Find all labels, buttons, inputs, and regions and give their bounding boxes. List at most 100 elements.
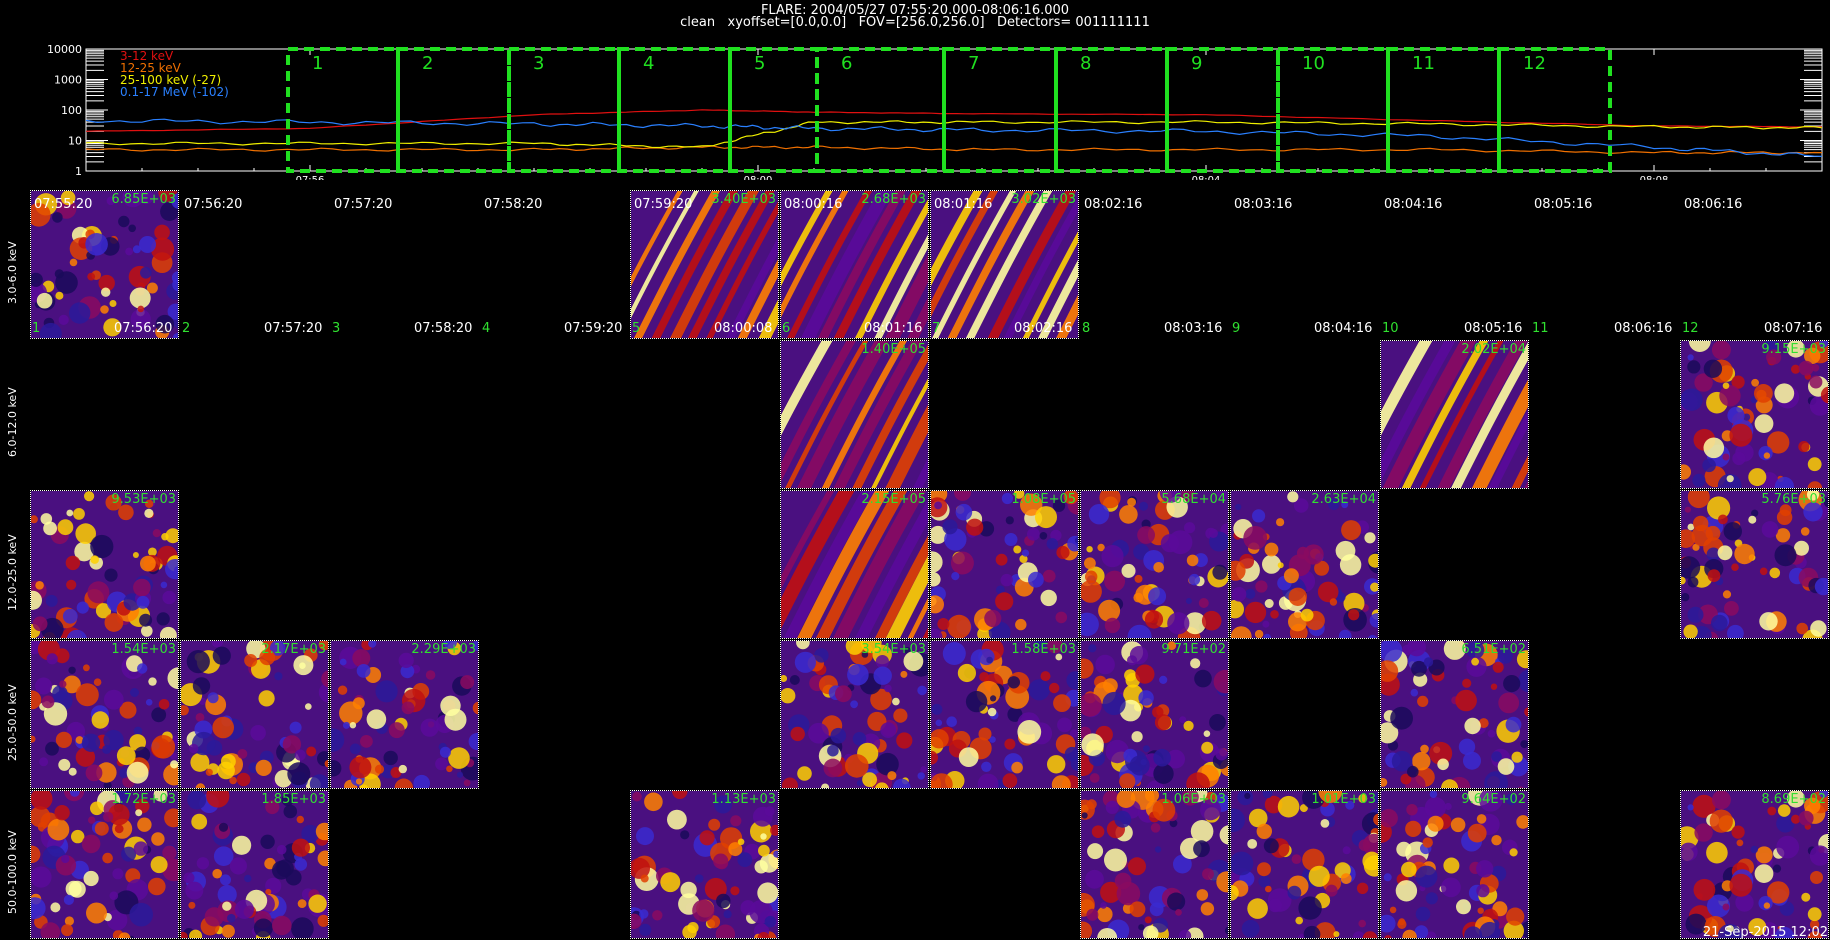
interval-label: 4 (643, 53, 654, 74)
tile-peak-value: 5.68E+04 (1161, 492, 1226, 507)
interval-box (396, 47, 511, 173)
timestamp-stamp: 21-Sep-2015 12:02 (1702, 925, 1828, 940)
image-map (931, 191, 1078, 338)
tile-peak-value: 3.02E+03 (1011, 192, 1076, 207)
tile-interval-number: 2 (182, 321, 191, 336)
image-map (631, 191, 778, 338)
legend-entry: 0.1-17 MeV (-102) (120, 85, 229, 99)
tile-interval-number: 5 (632, 321, 641, 336)
tile-peak-value: 1.58E+03 (1011, 642, 1076, 657)
interval-label: 3 (533, 53, 544, 74)
image-tile: 2.15E+05 (780, 490, 929, 639)
image-tile: 2.68E+03 (780, 190, 929, 339)
lightcurve-series (85, 109, 1823, 132)
energy-row-label: 6.0-12.0 keV (6, 387, 19, 457)
image-map (1681, 791, 1828, 938)
lightcurve-series (85, 118, 1823, 157)
tile-start-time: 07:58:20 (484, 197, 543, 212)
image-tile: 1.08E+05 (930, 490, 1079, 639)
image-map (931, 491, 1078, 638)
image-tile: 8.69E+02 (1680, 790, 1829, 939)
interval-box (728, 47, 819, 173)
y-tick-label: 1000 (54, 74, 82, 87)
tile-peak-value: 2.02E+04 (1461, 342, 1526, 357)
image-tile: 5.76E+03 (1680, 490, 1829, 639)
image-map (31, 641, 178, 788)
tile-interval-number: 7 (932, 321, 941, 336)
tile-peak-value: 1.06E+03 (1161, 792, 1226, 807)
tile-end-time: 08:03:16 (1164, 321, 1223, 336)
image-map (781, 341, 928, 488)
y-tick-label: 10 (68, 135, 82, 148)
image-tile: 3.54E+03 (780, 640, 929, 789)
tile-peak-value: 2.68E+03 (861, 192, 926, 207)
tile-peak-value: 2.15E+05 (861, 492, 926, 507)
tile-interval-number: 11 (1532, 321, 1549, 336)
interval-label: 9 (1191, 53, 1202, 74)
image-map (781, 491, 928, 638)
image-map (1681, 491, 1828, 638)
tile-end-time: 07:57:20 (264, 321, 323, 336)
interval-box (286, 47, 400, 173)
image-tile: 1.72E+03 (30, 790, 179, 939)
tile-peak-value: 2.17E+03 (261, 642, 326, 657)
image-map (181, 641, 328, 788)
image-tile: 9.53E+03 (30, 490, 179, 639)
tile-interval-number: 1 (32, 321, 41, 336)
image-map (31, 491, 178, 638)
tile-interval-number: 3 (332, 321, 341, 336)
tile-start-time: 08:03:16 (1234, 197, 1293, 212)
tile-end-time: 07:58:20 (414, 321, 473, 336)
interval-box (1497, 47, 1612, 173)
interval-box (1054, 47, 1169, 173)
tile-interval-number: 6 (782, 321, 791, 336)
legend-entry: 12-25 keV (120, 61, 182, 75)
tile-end-time: 08:04:16 (1314, 321, 1373, 336)
tile-peak-value: 9.53E+03 (111, 492, 176, 507)
tile-peak-value: 6.85E+03 (111, 192, 176, 207)
image-map (781, 191, 928, 338)
image-tile: 9.15E+03 (1680, 340, 1829, 489)
tile-end-time: 08:02:16 (1014, 321, 1073, 336)
image-map (1081, 641, 1228, 788)
image-tile: 1.58E+03 (930, 640, 1079, 789)
lightcurve-series (85, 145, 1823, 155)
tile-start-time: 08:01:16 (934, 197, 993, 212)
tile-peak-value: 2.63E+04 (1311, 492, 1376, 507)
plot-title: FLARE: 2004/05/27 07:55:20.000-08:06:16.… (760, 3, 1070, 18)
tile-peak-value: 5.76E+03 (1761, 492, 1826, 507)
image-map (1231, 791, 1378, 938)
tile-start-time: 08:05:16 (1534, 197, 1593, 212)
image-tile: 1.54E+03 (30, 640, 179, 789)
interval-label: 11 (1412, 53, 1435, 74)
tile-peak-value: 2.29E+03 (411, 642, 476, 657)
tile-start-time: 08:00:16 (784, 197, 843, 212)
interval-label: 7 (968, 53, 979, 74)
interval-label: 6 (841, 53, 852, 74)
interval-box (815, 47, 946, 173)
interval-box (942, 47, 1058, 173)
image-map (31, 191, 178, 338)
tile-start-time: 07:56:20 (184, 197, 243, 212)
tile-peak-value: 1.13E+03 (711, 792, 776, 807)
image-tile: 1.01E+03 (1230, 790, 1379, 939)
image-tile: 2.29E+03 (330, 640, 479, 789)
tile-end-time: 07:56:20 (114, 321, 173, 336)
lightcurve-plot: 10000 1000 100 10 1 07:56 08:00 08:04 08:08 3-12 … (47, 43, 1823, 180)
tile-peak-value: 9.15E+03 (1761, 342, 1826, 357)
interval-label: 8 (1080, 53, 1091, 74)
tile-end-time: 08:05:16 (1464, 321, 1523, 336)
image-tile: 1.13E+03 (630, 790, 779, 939)
interval-label: 10 (1302, 53, 1325, 74)
image-tile: 2.17E+03 (180, 640, 329, 789)
interval-label: 1 (312, 53, 323, 74)
energy-row-label: 50.0-100.0 keV (6, 830, 19, 914)
image-tile: 6.51E+02 (1380, 640, 1529, 789)
tile-peak-value: 1.01E+03 (1311, 792, 1376, 807)
image-map (781, 641, 928, 788)
image-tile: 1.06E+03 (1080, 790, 1229, 939)
image-tile: 5.68E+04 (1080, 490, 1229, 639)
x-tick-label: 07:56 (296, 175, 325, 180)
image-tile: 9.64E+02 (1380, 790, 1529, 939)
tile-peak-value: 3.54E+03 (861, 642, 926, 657)
